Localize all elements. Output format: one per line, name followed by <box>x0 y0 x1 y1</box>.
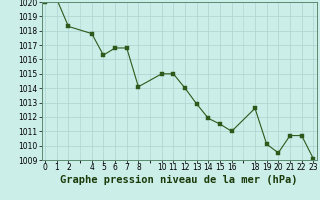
X-axis label: Graphe pression niveau de la mer (hPa): Graphe pression niveau de la mer (hPa) <box>60 175 298 185</box>
